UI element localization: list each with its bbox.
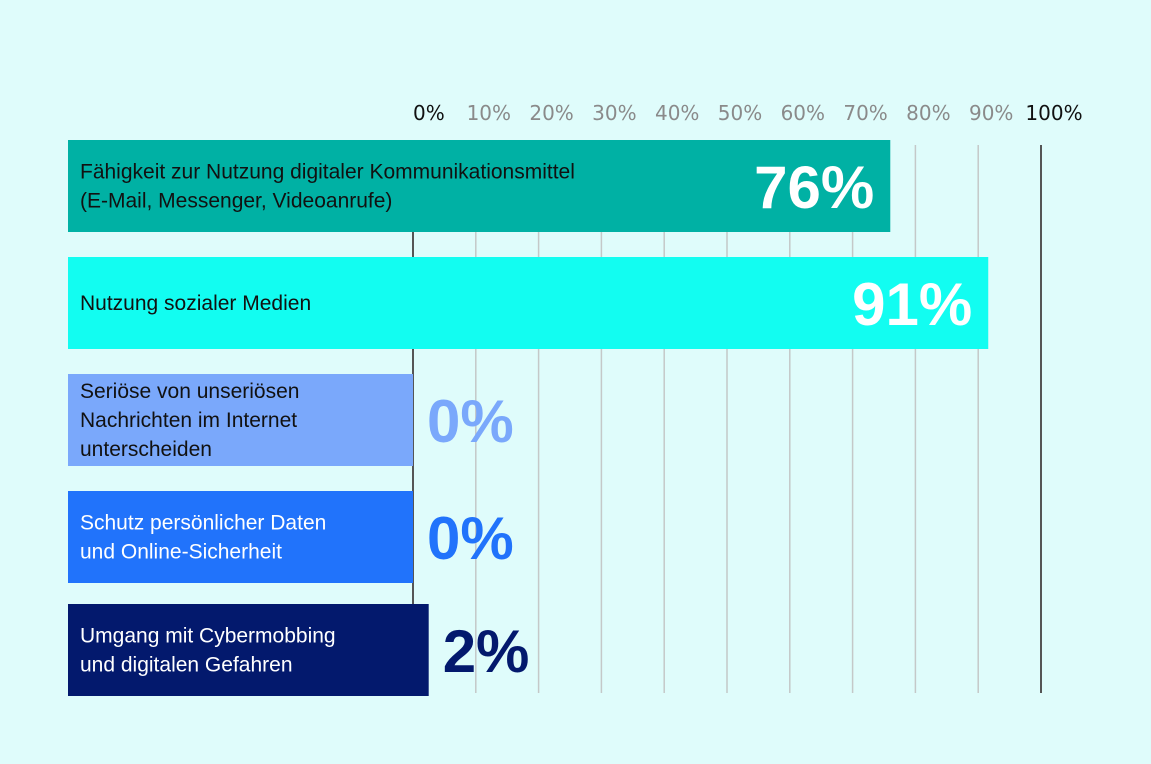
tick-label: 30%: [592, 101, 636, 125]
category-label: Umgang mit Cybermobbing: [80, 625, 336, 648]
category-label: Nutzung sozialer Medien: [80, 292, 311, 315]
category-label: und digitalen Gefahren: [80, 654, 293, 677]
bar: [68, 140, 891, 232]
data-label: 0%: [427, 505, 514, 572]
tick-label: 20%: [529, 101, 573, 125]
category-label: Seriöse von unseriösen: [80, 380, 299, 403]
category-label: Nachrichten im Internet: [80, 409, 297, 432]
bar: [68, 491, 413, 583]
data-label: 0%: [427, 388, 514, 455]
tick-label: 100%: [1025, 101, 1082, 125]
category-label: Fähigkeit zur Nutzung digitaler Kommunik…: [80, 161, 575, 184]
category-label: unterscheiden: [80, 438, 212, 461]
bar: [68, 374, 413, 466]
tick-label: 70%: [843, 101, 887, 125]
tick-label: 0%: [413, 101, 445, 125]
data-label: 76%: [754, 154, 874, 221]
bar: [68, 257, 989, 349]
category-label: Schutz persönlicher Daten: [80, 512, 326, 535]
tick-label: 80%: [906, 101, 950, 125]
tick-label: 10%: [467, 101, 511, 125]
category-label: und Online-Sicherheit: [80, 541, 282, 564]
bar: [68, 604, 429, 696]
tick-label: 60%: [781, 101, 825, 125]
tick-label: 90%: [969, 101, 1013, 125]
category-label: (E-Mail, Messenger, Videoanrufe): [80, 190, 392, 213]
data-label: 2%: [443, 618, 530, 685]
data-label: 91%: [852, 271, 972, 338]
tick-label: 50%: [718, 101, 762, 125]
tick-label: 40%: [655, 101, 699, 125]
